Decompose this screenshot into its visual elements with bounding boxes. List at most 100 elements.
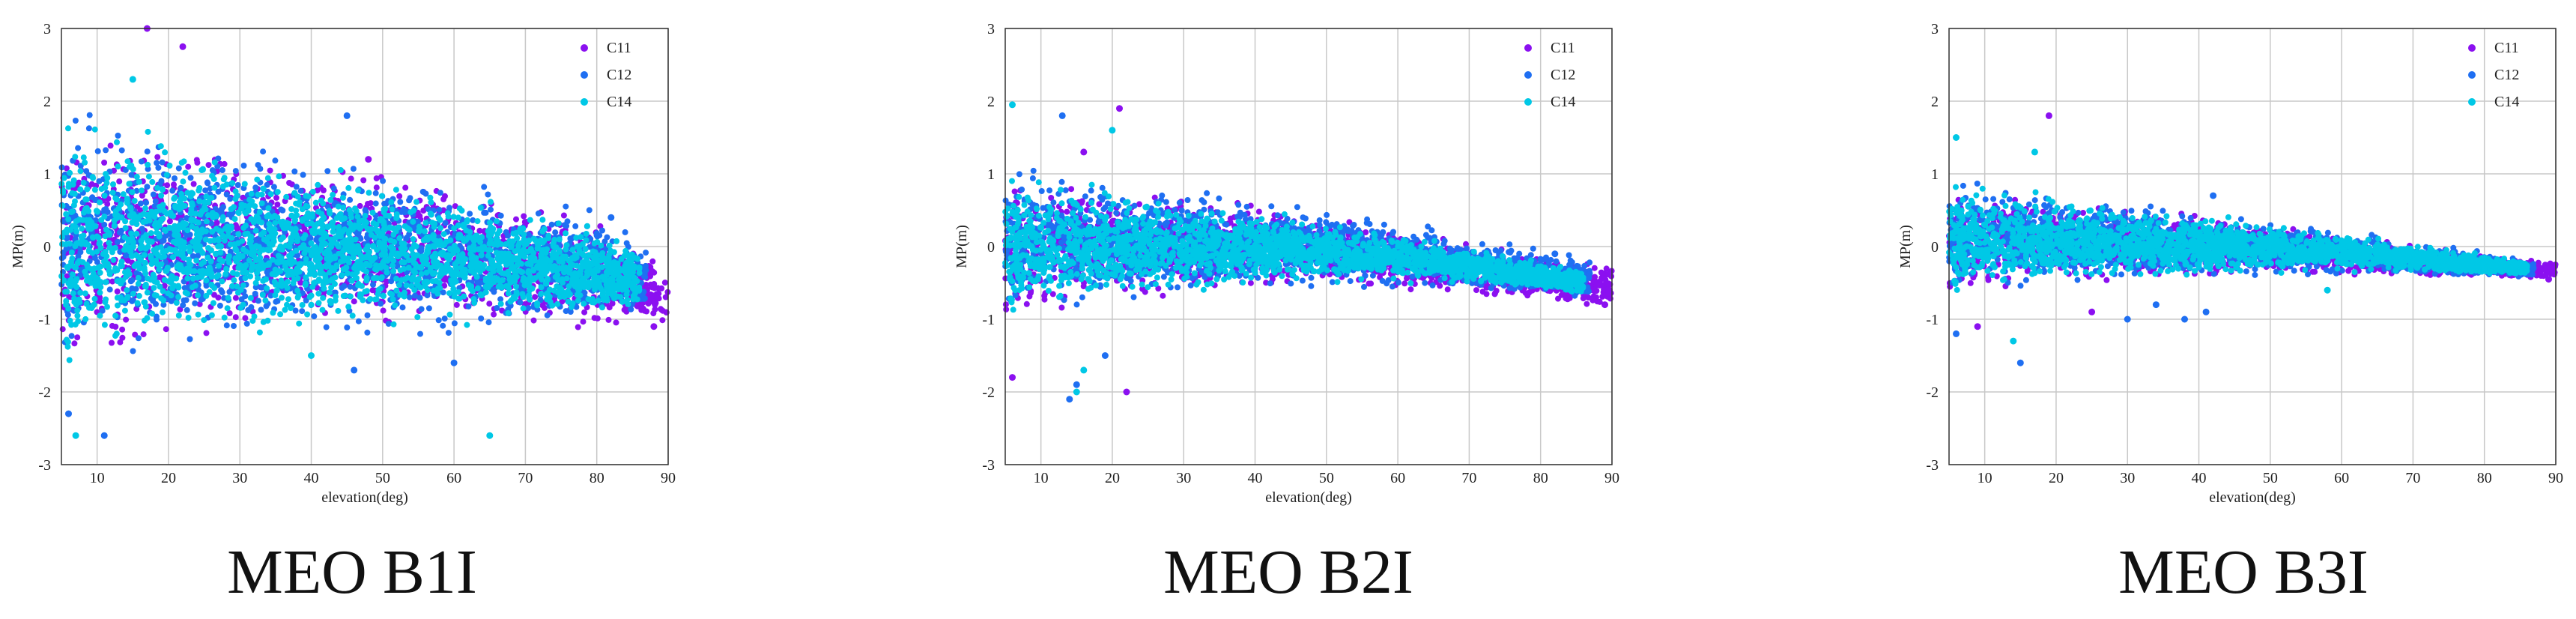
data-point — [326, 289, 333, 296]
data-point — [67, 317, 73, 324]
data-point — [360, 177, 367, 184]
data-point — [370, 243, 377, 250]
data-point — [157, 244, 164, 250]
data-point — [274, 189, 281, 196]
data-point — [145, 161, 151, 168]
data-point — [297, 280, 304, 286]
data-point — [363, 260, 370, 267]
data-point — [218, 287, 225, 294]
data-point — [92, 282, 99, 288]
data-point — [246, 202, 252, 209]
data-point — [120, 191, 127, 198]
data-point — [151, 214, 158, 220]
data-point — [242, 293, 249, 300]
data-point — [474, 218, 481, 225]
data-point — [467, 211, 473, 217]
data-point — [74, 307, 81, 314]
data-point — [628, 306, 634, 312]
data-point — [389, 206, 396, 213]
data-point — [441, 315, 448, 322]
data-point — [171, 181, 177, 188]
data-point — [575, 298, 581, 304]
data-point — [285, 296, 291, 303]
data-point — [513, 216, 519, 223]
data-point — [145, 128, 151, 135]
data-point — [72, 264, 78, 271]
data-point — [138, 158, 145, 165]
data-point — [74, 334, 81, 341]
data-point — [273, 287, 280, 294]
data-point — [122, 218, 129, 225]
data-point — [166, 163, 173, 169]
data-point — [299, 302, 306, 308]
data-point — [291, 168, 298, 175]
data-point — [378, 193, 385, 199]
data-point — [252, 227, 259, 234]
data-point — [174, 250, 181, 257]
outlier-point — [65, 410, 72, 417]
data-point — [592, 249, 598, 256]
data-point — [562, 222, 569, 229]
data-point — [446, 311, 453, 318]
data-point — [655, 285, 661, 292]
data-point — [453, 301, 460, 308]
data-point — [112, 312, 119, 319]
data-point — [139, 187, 145, 194]
data-point — [119, 326, 126, 333]
data-point — [79, 226, 85, 232]
data-point — [210, 300, 216, 307]
data-point — [240, 301, 246, 308]
data-point — [477, 205, 484, 211]
data-point — [221, 175, 228, 181]
data-point — [260, 186, 267, 193]
data-point — [555, 220, 562, 227]
data-point — [91, 265, 97, 272]
outlier-point — [343, 112, 351, 119]
data-point — [229, 283, 235, 289]
data-point — [248, 267, 255, 274]
data-point — [393, 187, 399, 193]
data-point — [351, 265, 357, 271]
data-point — [72, 243, 79, 250]
data-point — [232, 314, 239, 321]
data-point — [548, 221, 555, 228]
data-point — [539, 217, 546, 223]
data-point — [505, 290, 512, 297]
data-point — [324, 168, 331, 175]
data-point — [392, 302, 398, 309]
data-point — [82, 290, 88, 297]
data-point — [203, 330, 210, 336]
data-point — [64, 312, 71, 318]
data-point — [59, 202, 66, 209]
data-point — [242, 275, 249, 281]
data-point — [606, 242, 613, 249]
data-point — [315, 300, 322, 307]
data-point — [506, 252, 512, 259]
data-point — [491, 279, 497, 286]
data-point — [232, 196, 239, 202]
data-point — [219, 232, 226, 239]
data-point — [599, 304, 605, 311]
data-point — [362, 289, 369, 295]
data-point — [652, 307, 658, 312]
data-point — [138, 212, 144, 219]
data-point — [64, 336, 70, 343]
data-point — [60, 190, 66, 196]
data-point — [190, 181, 197, 187]
data-point — [438, 271, 445, 277]
data-point — [404, 274, 410, 281]
data-point — [352, 236, 359, 243]
data-point — [142, 299, 148, 306]
data-point — [566, 283, 572, 289]
scatter-points — [58, 25, 671, 439]
data-point — [364, 329, 371, 336]
data-point — [618, 256, 625, 262]
data-point — [363, 274, 370, 281]
data-point — [265, 262, 272, 268]
data-point — [118, 277, 124, 284]
data-point — [280, 234, 287, 241]
data-point — [225, 295, 231, 301]
data-point — [294, 275, 301, 282]
data-point — [393, 228, 399, 235]
